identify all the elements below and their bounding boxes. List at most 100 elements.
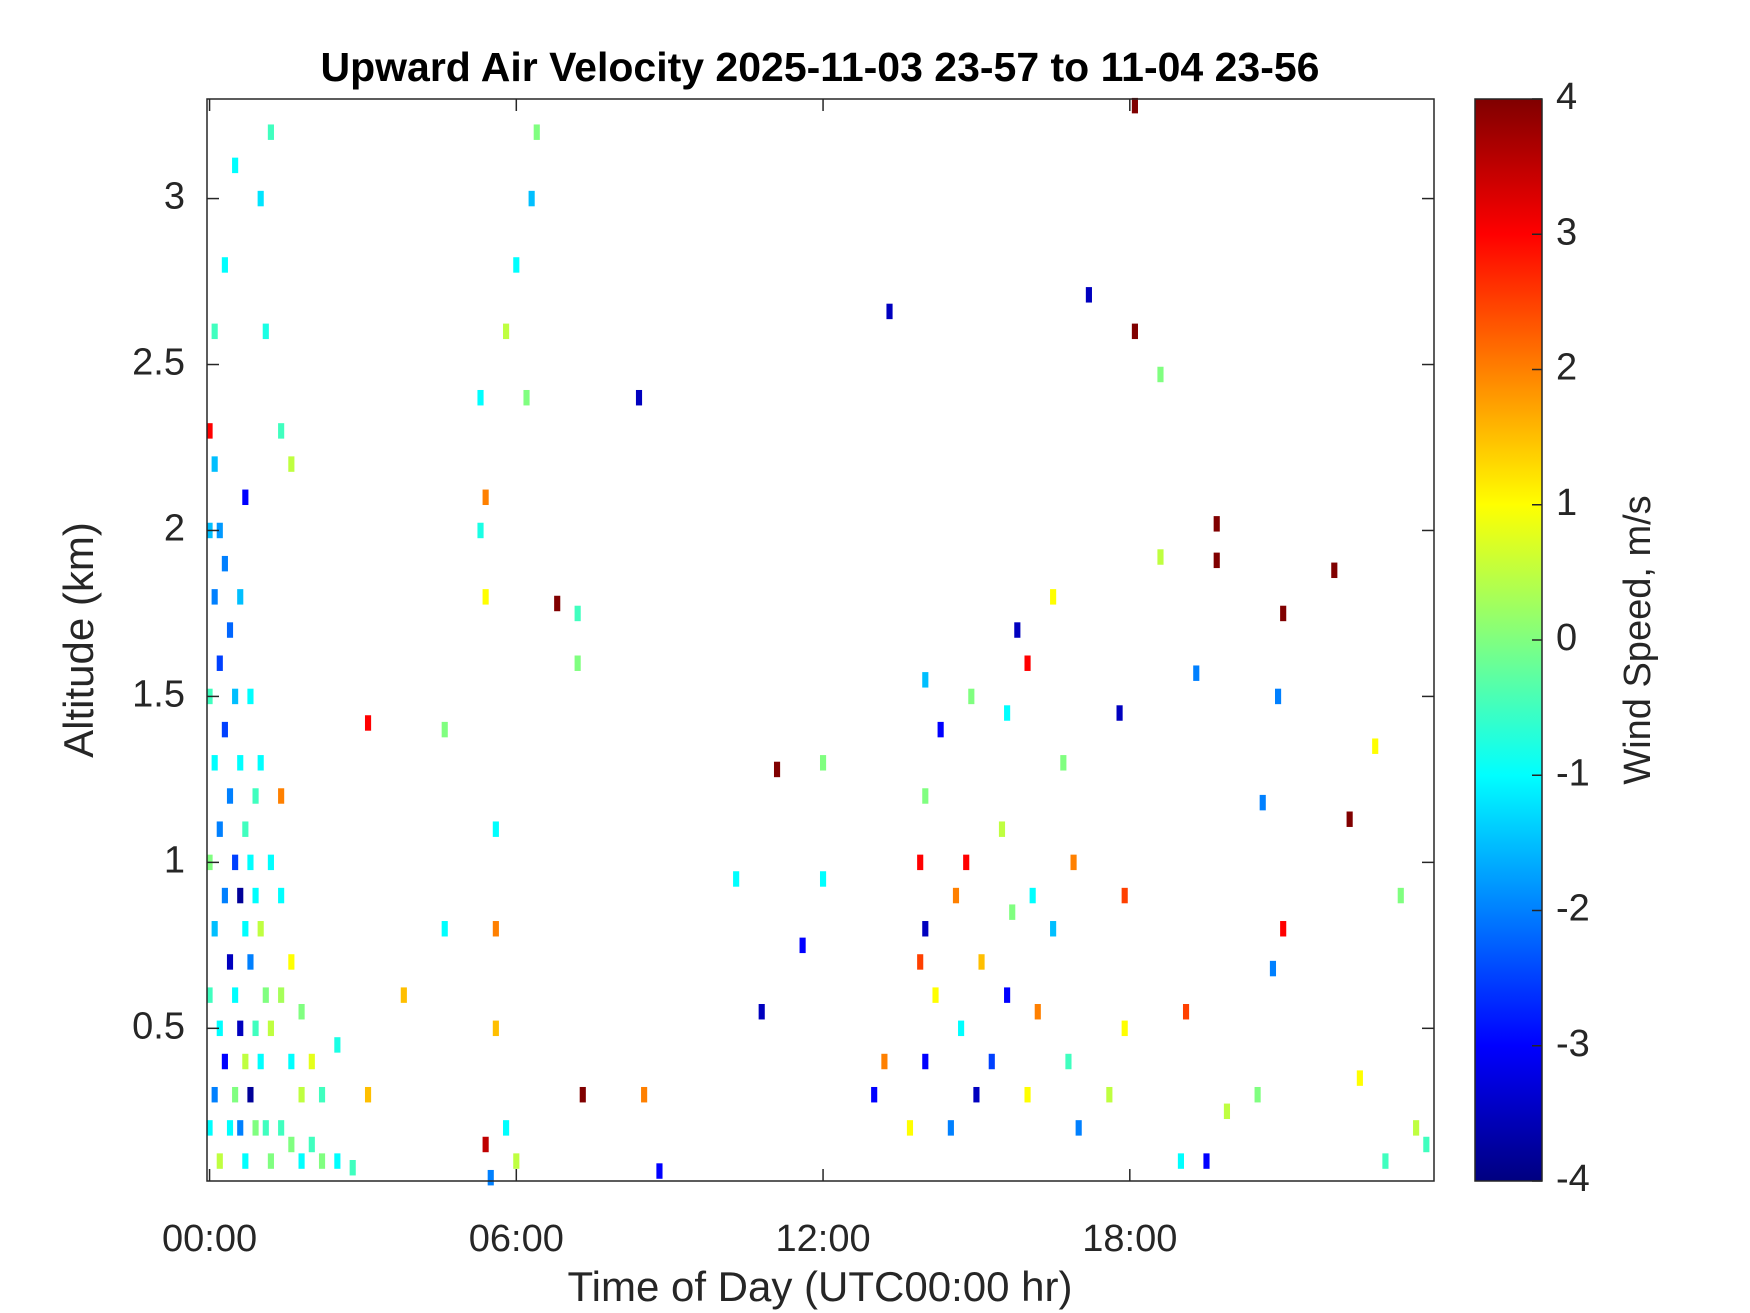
cell <box>1280 605 1287 622</box>
cell <box>318 1153 326 1169</box>
cell <box>503 1120 510 1136</box>
cell <box>1254 1086 1261 1103</box>
cell <box>262 1120 269 1136</box>
cell <box>733 871 740 887</box>
cell <box>267 1020 274 1037</box>
cell <box>216 1020 223 1037</box>
cell <box>232 688 239 705</box>
cell <box>1259 794 1266 811</box>
cell <box>1193 665 1200 681</box>
colorbar-tick-label: 0 <box>1556 617 1577 659</box>
y-axis-label: Altitude (km) <box>55 522 102 758</box>
cell <box>252 887 259 904</box>
y-tick-label: 2 <box>164 508 185 550</box>
cell <box>257 1053 264 1070</box>
cell <box>257 755 264 771</box>
cell <box>773 761 781 778</box>
cell <box>1397 887 1404 904</box>
cell <box>278 788 285 804</box>
cell <box>226 788 234 804</box>
y-tick-label: 2.5 <box>132 342 185 384</box>
cell <box>211 1086 218 1103</box>
colorbar <box>1474 98 1543 1182</box>
cell <box>221 721 228 738</box>
cell <box>978 954 985 970</box>
cell <box>216 655 223 671</box>
x-tick-label: 06:00 <box>469 1218 564 1260</box>
cell <box>288 954 295 970</box>
cell <box>247 854 254 871</box>
cell <box>1413 1120 1420 1136</box>
colorbar-tick-label: 2 <box>1556 347 1577 389</box>
cell <box>288 1053 295 1070</box>
cell <box>922 788 929 804</box>
cell <box>364 715 372 731</box>
cell <box>288 456 295 472</box>
colorbar-label: Wind Speed, m/s <box>1617 495 1659 784</box>
cell <box>871 1086 878 1103</box>
cell <box>237 589 244 605</box>
cell <box>1280 921 1287 937</box>
x-tick-label: 00:00 <box>162 1218 257 1260</box>
cell <box>257 921 264 937</box>
cell <box>886 303 893 320</box>
cell <box>1213 516 1220 532</box>
cell <box>278 887 285 904</box>
cell <box>492 921 499 937</box>
cell <box>487 1169 494 1186</box>
cell <box>1157 366 1164 383</box>
cell <box>211 456 218 472</box>
cell <box>1085 287 1092 303</box>
cell <box>308 1053 315 1070</box>
cell <box>513 1153 520 1169</box>
cell <box>334 1037 341 1053</box>
cell <box>937 721 944 738</box>
x-tick-label: 12:00 <box>776 1218 871 1260</box>
cell <box>242 489 249 506</box>
cell <box>232 987 239 1003</box>
cell <box>216 522 223 539</box>
y-tick-label: 1.5 <box>132 673 185 715</box>
cell <box>1121 887 1128 904</box>
cell <box>226 1120 234 1136</box>
cell <box>492 1020 499 1037</box>
cell <box>211 755 218 771</box>
cell <box>206 1120 213 1136</box>
y-tick-label: 3 <box>164 176 185 218</box>
cell <box>947 1120 954 1136</box>
cell <box>958 1020 965 1037</box>
cell <box>278 987 285 1003</box>
colorbar-tick-label: 4 <box>1556 76 1577 118</box>
cell <box>492 821 499 837</box>
cell <box>226 954 234 970</box>
cell <box>232 854 239 871</box>
chart-title: Upward Air Velocity 2025-11-03 23-57 to … <box>321 44 1320 90</box>
cell <box>523 389 530 406</box>
cell <box>247 954 254 970</box>
cell <box>267 124 274 140</box>
cell <box>1372 738 1379 754</box>
cell <box>237 1020 244 1037</box>
cell <box>477 522 484 539</box>
cell <box>819 871 827 887</box>
cell <box>482 1136 489 1153</box>
cell <box>482 589 489 605</box>
cell <box>242 821 249 837</box>
cell <box>1177 1153 1184 1169</box>
colorbar-tick-label: -2 <box>1556 888 1590 930</box>
cell <box>533 124 540 140</box>
cell <box>528 190 535 207</box>
y-tick-label: 0.5 <box>132 1005 185 1047</box>
plot-frame <box>206 98 1435 1182</box>
cell <box>906 1120 914 1136</box>
cell <box>1275 688 1282 705</box>
cell <box>917 954 924 970</box>
cell <box>221 555 228 572</box>
colorbar-tick-label: -1 <box>1556 752 1590 794</box>
cell <box>1029 887 1036 904</box>
cell <box>1213 552 1220 569</box>
cell <box>349 1159 356 1176</box>
cell <box>298 1086 305 1103</box>
cell <box>242 921 249 937</box>
cell <box>1331 562 1338 579</box>
